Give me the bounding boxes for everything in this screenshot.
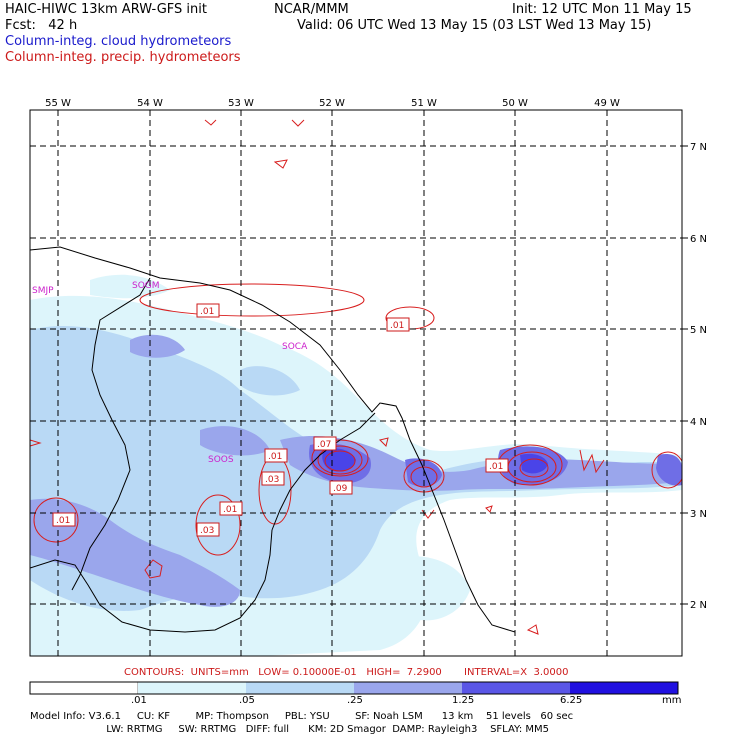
contour-label: .01 <box>489 462 503 472</box>
lon-label-50w: 50 W <box>502 98 528 109</box>
model-info-line2: LW: RRTMG SW: RRTMG DIFF: full KM: 2D Sm… <box>30 724 549 735</box>
colorbar-tick: .05 <box>239 695 255 706</box>
forecast-hour: Fcst: 42 h <box>5 18 78 33</box>
contour-label: .07 <box>317 440 331 450</box>
lat-ticks <box>682 145 688 605</box>
contour-label: .01 <box>268 452 282 462</box>
contours-info: CONTOURS: UNITS=mm LOW= 0.10000E-01 HIGH… <box>124 667 569 678</box>
field-cloud-label: Column-integ. cloud hydrometeors <box>5 34 232 49</box>
contour-label: .03 <box>200 526 214 536</box>
lon-label-54w: 54 W <box>137 98 163 109</box>
lat-label-2n: 2 N <box>690 600 707 611</box>
coastline <box>30 246 516 633</box>
station-sogm: SOGM <box>132 281 160 291</box>
colorbar-tick: 6.25 <box>560 695 583 706</box>
init-time: Init: 12 UTC Mon 11 May 15 <box>512 2 692 17</box>
cloud-shading <box>30 274 682 656</box>
station-smjp: SMJP <box>32 286 54 296</box>
lat-label-4n: 4 N <box>690 417 707 428</box>
model-title: HAIC-HIWC 13km ARW-GFS init <box>5 2 207 17</box>
contour-labels: .01 .01 .07 .01 .03 .09 .01 .01 .03 .01 <box>52 303 509 537</box>
station-soca: SOCA <box>282 342 308 352</box>
lon-label-51w: 51 W <box>411 98 437 109</box>
contour-label: .01 <box>390 321 404 331</box>
station-soos: SOOS <box>208 455 234 465</box>
colorbar-tick: .25 <box>347 695 363 706</box>
lon-label-55w: 55 W <box>45 98 71 109</box>
contour-label: .09 <box>333 484 348 494</box>
colorbar-tick: .01 <box>131 695 147 706</box>
contour-label: .01 <box>223 505 237 515</box>
lat-label-6n: 6 N <box>690 234 707 245</box>
map-frame <box>29 109 683 657</box>
colorbar <box>29 681 679 695</box>
lon-label-49w: 49 W <box>594 98 620 109</box>
colorbar-unit: mm <box>662 695 682 706</box>
model-info-line1: Model Info: V3.6.1 CU: KF MP: Thompson P… <box>30 711 574 722</box>
contour-label: .03 <box>265 475 279 485</box>
colorbar-tick: 1.25 <box>452 695 475 706</box>
valid-time: Valid: 06 UTC Wed 13 May 15 (03 LST Wed … <box>297 18 652 33</box>
lon-label-52w: 52 W <box>319 98 345 109</box>
org-label: NCAR/MMM <box>274 2 349 17</box>
lat-lon-grid <box>30 110 682 656</box>
lat-label-7n: 7 N <box>690 142 707 153</box>
contour-label: .01 <box>200 307 214 317</box>
lat-label-3n: 3 N <box>690 509 707 520</box>
lat-label-5n: 5 N <box>690 325 707 336</box>
contour-label: .01 <box>56 516 70 526</box>
lon-label-53w: 53 W <box>228 98 254 109</box>
field-precip-label: Column-integ. precip. hydrometeors <box>5 50 241 65</box>
